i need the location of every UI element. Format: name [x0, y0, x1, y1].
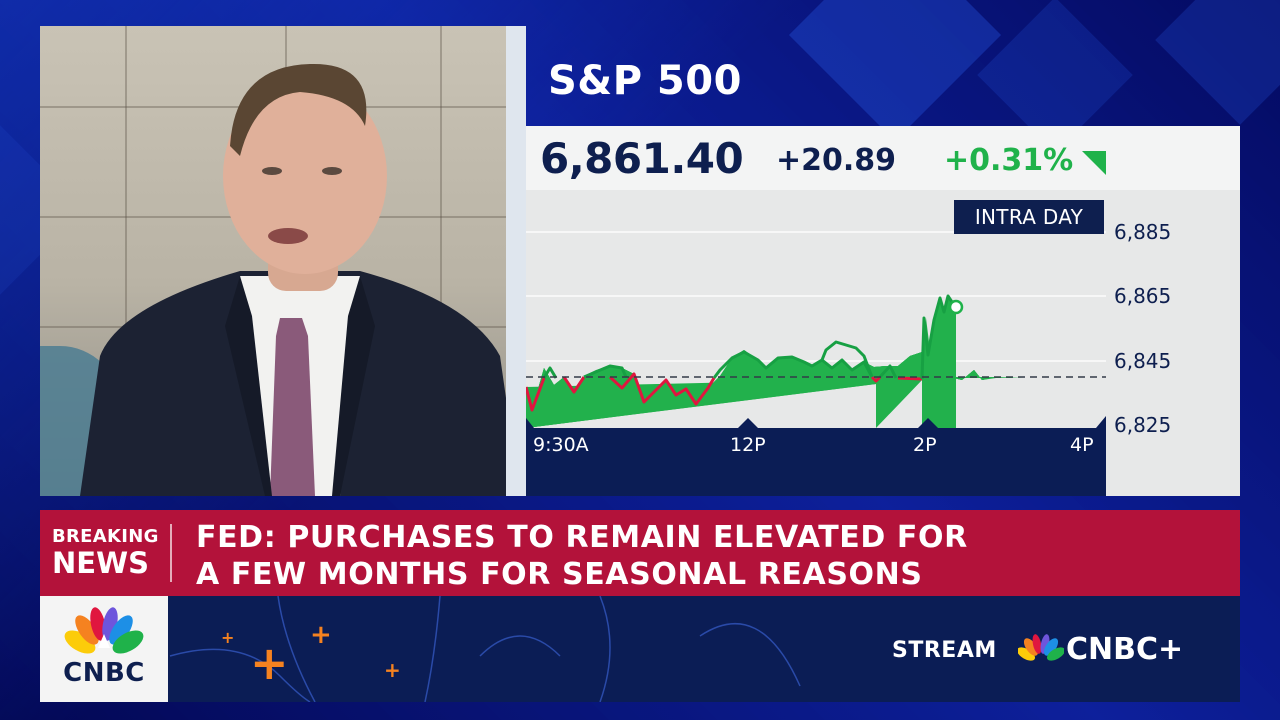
headline: FED: PURCHASES TO REMAIN ELEVATED FOR A …: [196, 519, 968, 593]
decorative-curves: [169, 596, 801, 702]
price-line-above-close: [920, 294, 958, 380]
divider: [170, 524, 172, 582]
headline-line2: A FEW MONTHS FOR SEASONAL REASONS: [196, 557, 923, 592]
intraday-badge: INTRA DAY: [954, 200, 1104, 234]
guest-video-feed: [40, 26, 526, 496]
headline-line1: FED: PURCHASES TO REMAIN ELEVATED FOR: [196, 520, 968, 555]
price-line-above-close: [712, 350, 874, 379]
peacock-icon: [1018, 634, 1064, 661]
price-line-below-close: [870, 375, 882, 383]
stream-label: STREAM: [892, 638, 997, 663]
x-tick-label: 4P: [1070, 434, 1094, 456]
price-area-spike: [922, 296, 956, 428]
cnbc-logo-text: CNBC: [63, 658, 145, 688]
breaking-label-line2: NEWS: [52, 546, 149, 580]
y-tick-label: 6,885: [1114, 220, 1172, 244]
cnbc-plus-brand: CNBC+: [1066, 632, 1184, 667]
price-line-above-close: [820, 340, 874, 378]
plus-decoration-icon: +: [384, 658, 401, 682]
chart-plot: [526, 231, 1106, 428]
wall-tile-line: [125, 26, 127, 496]
x-tick-label: 9:30A: [533, 434, 589, 456]
quote-bar: 6,861.40 +20.89 +0.31%: [526, 126, 1240, 190]
ticker-price: 6,861.40: [540, 134, 744, 183]
background-diamond: [1155, 0, 1280, 125]
up-triangle-icon: [1082, 151, 1106, 175]
background-diamond: [788, 0, 1002, 142]
price-line-above-close: [583, 364, 628, 379]
video-edge-strip: [506, 26, 526, 496]
price-line-below-close: [562, 376, 586, 394]
peacock-icon: [64, 607, 144, 654]
ticker-percent-change: +0.31%: [944, 143, 1074, 178]
price-line-below-close: [608, 372, 716, 406]
intraday-chart: INTRA DAY 6,885 6,865 6,845 6,825 9:30A …: [526, 190, 1240, 496]
x-tick-notch: [918, 418, 938, 428]
plus-decoration-icon: +: [221, 628, 235, 647]
guest-person: [80, 63, 520, 496]
breaking-label-line1: BREAKING: [52, 526, 159, 547]
plus-decoration-icon: +: [250, 636, 289, 690]
x-tick-label: 12P: [730, 434, 766, 456]
x-tick-label: 2P: [913, 434, 937, 456]
y-tick-label: 6,845: [1114, 349, 1172, 373]
ticker-change: +20.89: [776, 143, 897, 178]
x-axis-band: [526, 428, 1106, 496]
price-line-above-close: [542, 366, 558, 379]
price-line-below-close: [526, 377, 546, 412]
ticker-name: S&P 500: [548, 58, 742, 104]
x-tick-notch: [526, 418, 534, 428]
breaking-news-label: BREAKING NEWS: [52, 528, 170, 578]
last-price-marker: [948, 299, 964, 315]
plus-decoration-icon: +: [310, 620, 332, 650]
y-tick-label: 6,865: [1114, 284, 1172, 308]
cnbc-logo: CNBC: [40, 596, 168, 702]
price-line-above-close: [878, 364, 898, 379]
x-tick-notch: [1096, 416, 1106, 428]
price-line-below-close: [897, 376, 923, 381]
breaking-news-banner: BREAKING NEWS FED: PURCHASES TO REMAIN E…: [40, 510, 1240, 596]
x-tick-notch: [738, 418, 758, 428]
wall-tile-line: [440, 26, 442, 496]
bottom-brand-bar: CNBC + + + + STREAM CNBC+: [40, 596, 1240, 702]
y-tick-label: 6,825: [1114, 413, 1172, 437]
price-area-tail: [876, 352, 996, 428]
